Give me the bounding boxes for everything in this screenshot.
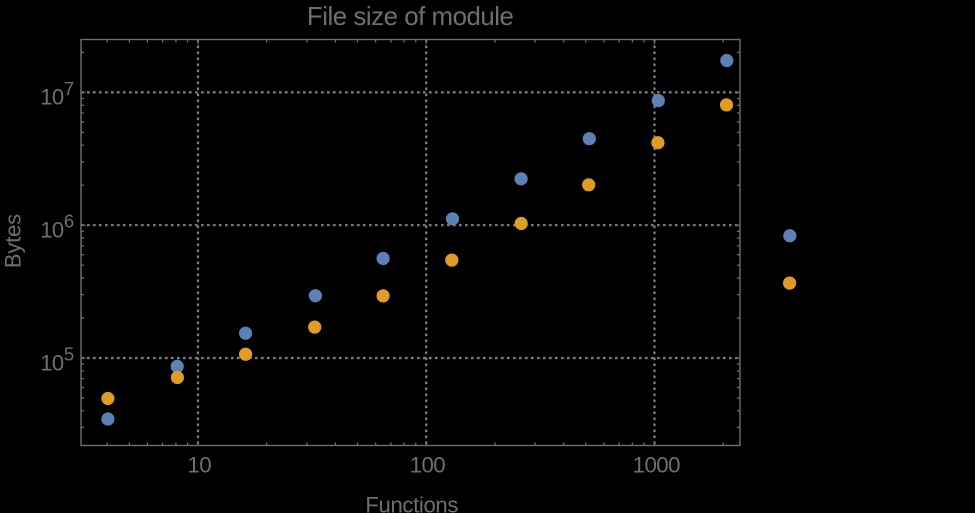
svg-text:Bytes: Bytes (1, 214, 26, 268)
svg-text:1000: 1000 (633, 452, 681, 477)
svg-text:10: 10 (40, 218, 64, 243)
svg-text:10: 10 (40, 85, 64, 110)
svg-text:Functions: Functions (365, 492, 458, 513)
svg-text:File size of module: File size of module (307, 3, 514, 31)
svg-text:6: 6 (64, 211, 74, 232)
svg-text:10: 10 (187, 452, 211, 477)
svg-text:10: 10 (40, 350, 64, 375)
svg-text:7: 7 (64, 78, 74, 99)
svg-text:100: 100 (410, 452, 446, 477)
svg-text:5: 5 (64, 343, 74, 364)
